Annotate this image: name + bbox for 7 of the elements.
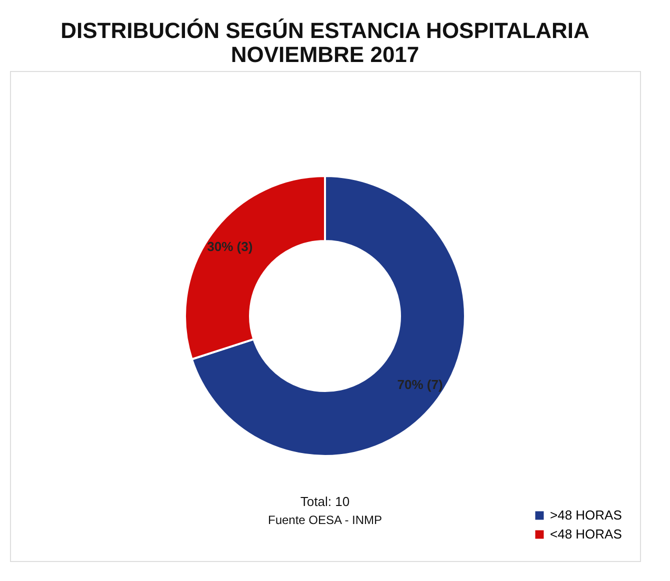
source-note: Fuente OESA - INMP bbox=[268, 513, 382, 527]
legend-label: >48 HORAS bbox=[550, 508, 622, 522]
data-label: 30% (3) bbox=[207, 238, 253, 254]
data-label: 70% (7) bbox=[397, 377, 443, 392]
text: Total: 10 bbox=[300, 494, 350, 509]
legend-label: <48 HORAS bbox=[550, 526, 622, 542]
chart-title: DISTRIBUCIÓN SEGÚN ESTANCIA HOSPITALARIA NOVIEMBRE 2017 bbox=[60, 18, 590, 67]
